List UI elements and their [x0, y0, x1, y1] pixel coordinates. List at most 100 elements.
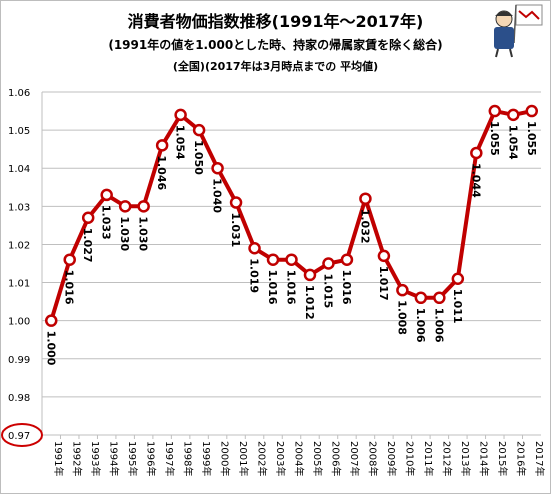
data-point — [285, 253, 298, 266]
x-tick-label: 2008年 — [366, 441, 379, 476]
chart-subtitle: (1991年の値を1.000とした時、持家の帰属家賃を除く総合) — [108, 38, 443, 52]
data-label: 1.012 — [303, 285, 316, 320]
data-point — [137, 200, 150, 213]
x-tick-label: 2013年 — [459, 441, 472, 476]
data-point — [322, 257, 335, 270]
x-tick-label: 2015年 — [496, 441, 509, 476]
data-point — [433, 291, 446, 305]
data-label: 1.017 — [377, 266, 390, 301]
data-label: 1.030 — [137, 216, 150, 251]
x-tick-label: 1995年 — [126, 441, 139, 476]
data-label: 1.016 — [285, 270, 298, 305]
data-label: 1.016 — [340, 270, 353, 305]
data-point — [488, 104, 502, 118]
data-label: 1.000 — [44, 331, 57, 366]
mascot-body-icon — [494, 27, 514, 49]
data-label: 1.015 — [321, 274, 334, 309]
data-point — [396, 283, 409, 297]
x-tick-label: 2012年 — [440, 441, 453, 476]
x-tick-label: 1992年 — [71, 441, 84, 476]
data-point — [266, 253, 280, 266]
mascot-illustration — [494, 4, 543, 58]
data-label: 1.054 — [506, 125, 519, 160]
series-points — [44, 104, 539, 327]
x-tick-label: 2000年 — [219, 441, 232, 476]
x-tick-label: 2009年 — [385, 441, 398, 476]
data-point — [229, 196, 243, 209]
chart-subtitle-2: (全国)(2017年は3月時点までの 平均値) — [172, 60, 379, 73]
y-tick-label: 0.99 — [8, 355, 30, 366]
x-tick-label: 1993年 — [89, 441, 102, 476]
y-tick-label: 1.05 — [8, 126, 30, 137]
x-tick-label: 2016年 — [514, 441, 527, 476]
y-tick-label: 0.98 — [8, 393, 30, 404]
y-tick-label: 1.06 — [8, 88, 30, 99]
data-label: 1.046 — [155, 155, 168, 190]
data-point — [525, 104, 539, 118]
data-label: 1.016 — [266, 270, 279, 305]
data-labels: 1.000 1.016 1.027 1.033 1.030 1.030 1.046 1.054… — [44, 121, 538, 366]
x-tick-label: 2014年 — [477, 441, 490, 476]
y-tick-label: 1.02 — [8, 240, 30, 251]
x-tick-label: 2006年 — [329, 441, 342, 476]
data-label: 1.055 — [525, 121, 538, 156]
data-point — [470, 146, 483, 160]
data-label: 1.040 — [211, 178, 224, 213]
data-label: 1.054 — [174, 125, 187, 160]
y-axis-ticks: 0.97 0.98 0.99 1.00 1.01 1.02 1.03 1.04 1.05 1.06 — [8, 88, 30, 442]
x-tick-label: 1991年 — [52, 441, 65, 476]
highlight-circle — [1, 423, 43, 447]
data-label: 1.030 — [118, 216, 131, 251]
y-tick-label: 1.00 — [8, 317, 30, 328]
chart-title: 消費者物価指数推移(1991年～2017年) — [127, 12, 424, 31]
x-tick-label: 2001年 — [237, 441, 250, 476]
data-label: 1.008 — [395, 300, 408, 335]
x-axis-ticks: 1991年 1992年 1993年 1994年 1995年 1996年 1997年 1998年… — [41, 435, 546, 476]
x-tick-label: 2011年 — [422, 441, 435, 476]
data-point — [155, 139, 169, 152]
x-tick-label: 2007年 — [348, 441, 361, 476]
data-point — [118, 200, 132, 213]
data-label: 1.033 — [100, 205, 113, 240]
x-tick-label: 1996年 — [145, 441, 158, 476]
data-point — [451, 272, 465, 285]
data-point — [377, 249, 391, 263]
data-label: 1.044 — [469, 163, 482, 198]
data-point — [248, 242, 261, 255]
y-tick-label: 1.04 — [8, 164, 30, 175]
data-label: 1.031 — [229, 213, 242, 248]
x-tick-label: 1997年 — [163, 441, 176, 476]
data-point — [192, 123, 206, 137]
data-label: 1.019 — [248, 258, 261, 293]
x-tick-label: 2002年 — [256, 441, 269, 476]
x-tick-label: 2017年 — [533, 441, 546, 476]
data-label: 1.032 — [358, 209, 371, 244]
data-label: 1.016 — [63, 270, 76, 305]
x-tick-label: 1999年 — [200, 441, 213, 476]
data-point — [174, 108, 187, 122]
data-label: 1.006 — [414, 308, 427, 343]
y-tick-label: 0.97 — [8, 431, 30, 442]
data-point — [211, 161, 224, 175]
data-label: 1.055 — [488, 121, 501, 156]
data-label: 1.027 — [81, 228, 94, 263]
x-tick-label: 2003年 — [274, 441, 287, 476]
annotations — [1, 423, 43, 447]
x-tick-label: 1998年 — [182, 441, 195, 476]
y-tick-label: 1.01 — [8, 279, 30, 290]
data-point — [63, 253, 76, 266]
x-tick-label: 1994年 — [108, 441, 121, 476]
data-point — [44, 314, 58, 327]
data-point — [340, 253, 354, 266]
data-label: 1.011 — [451, 289, 464, 324]
x-tick-label: 2004年 — [293, 441, 306, 476]
data-point — [414, 291, 428, 305]
data-point — [507, 108, 520, 122]
data-point — [100, 188, 113, 202]
x-tick-label: 2005年 — [311, 441, 324, 476]
data-label: 1.050 — [192, 140, 205, 175]
x-tick-label: 2010年 — [403, 441, 416, 476]
data-point — [303, 268, 317, 282]
